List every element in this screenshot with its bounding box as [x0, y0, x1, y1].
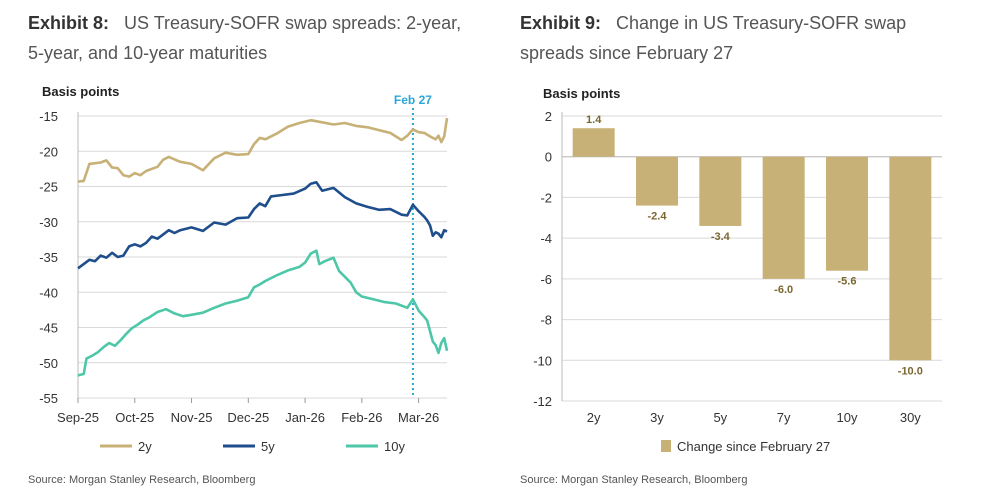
y-tick-label: -55	[39, 391, 58, 406]
series-line-5y	[77, 181, 448, 270]
y-tick-label: -10	[533, 353, 552, 368]
data-label-30y: -10.0	[898, 365, 923, 377]
series-line-10y	[77, 249, 449, 377]
exhibit8-label: Exhibit 8:	[28, 13, 110, 33]
x-tick-label: Feb-26	[341, 410, 382, 425]
x-tick-label: Mar-26	[398, 410, 439, 425]
x-tick-label: 30y	[900, 410, 921, 425]
x-tick-label: 10y	[837, 410, 858, 425]
bar-10y	[826, 156, 868, 271]
exhibit9-title-line1: Change in US Treasury-SOFR swap	[616, 13, 907, 33]
exhibit8-y-axis-title: Basis points	[42, 84, 120, 99]
y-tick-label: -40	[39, 285, 58, 300]
line-chart: -15 -20 -25 -30 -35 -40 -45 -50 -55 Sep-25 Oct-25 N…	[39, 93, 449, 454]
bar-30y	[889, 156, 932, 361]
x-tick-label: 2y	[587, 410, 601, 425]
exhibit8-title-line1: US Treasury-SOFR swap spreads: 2-year,	[124, 13, 462, 33]
bar-2y	[572, 128, 615, 157]
y-tick-label: -15	[39, 109, 58, 124]
legend-label-10y: 10y	[384, 439, 405, 454]
exhibit8-source: Source: Morgan Stanley Research, Bloombe…	[28, 474, 256, 486]
data-label-5y: -3.4	[711, 231, 731, 243]
bar-5y	[699, 156, 742, 226]
exhibit8-title: Exhibit 8: US Treasury-SOFR swap spreads…	[28, 8, 498, 68]
exhibit9-label: Exhibit 9:	[520, 13, 602, 33]
y-tick-label: -25	[39, 180, 58, 195]
exhibit9-title-line2: spreads since February 27	[520, 43, 734, 63]
x-tick-label: 3y	[650, 410, 664, 425]
y-tick-label: -8	[540, 313, 552, 328]
y-tick-label: -35	[39, 250, 58, 265]
legend-label-2y: 2y	[138, 439, 152, 454]
y-tick-label: -20	[39, 144, 58, 159]
data-label-2y: 1.4	[586, 114, 602, 126]
y-tick-label: -12	[533, 394, 552, 409]
x-tick-label: Oct-25	[115, 410, 154, 425]
y-tick-label: -2	[540, 190, 552, 205]
bar-3y	[636, 156, 678, 206]
y-tick-label: 0	[545, 150, 552, 165]
series-line-2y	[77, 117, 449, 183]
exhibit9-title: Exhibit 9: Change in US Treasury-SOFR sw…	[520, 8, 980, 68]
y-tick-label: -4	[540, 231, 552, 246]
y-tick-label: -30	[39, 215, 58, 230]
y-tick-label: -50	[39, 356, 58, 371]
bar-chart: 2 0 -2 -4 -6 -8 -10 -12 1.4 2y -2.4 3y -3.4 5y -6.0 7y -…	[533, 109, 942, 454]
exhibit9-y-axis-title: Basis points	[543, 86, 621, 101]
feb27-marker-label: Feb 27	[394, 93, 432, 107]
x-tick-label: Sep-25	[57, 410, 99, 425]
legend-swatch	[661, 440, 671, 452]
x-tick-label: Nov-25	[171, 410, 213, 425]
exhibit9-source: Source: Morgan Stanley Research, Bloombe…	[520, 474, 748, 486]
data-label-3y: -2.4	[648, 211, 668, 223]
x-tick-label: 5y	[713, 410, 727, 425]
bar-7y	[762, 156, 805, 279]
y-tick-label: 2	[545, 109, 552, 124]
x-tick-label: 7y	[777, 410, 791, 425]
y-tick-label: -45	[39, 321, 58, 336]
x-tick-label: Jan-26	[285, 410, 325, 425]
x-tick-label: Dec-25	[227, 410, 269, 425]
y-tick-label: -6	[540, 272, 552, 287]
data-label-10y: -5.6	[838, 276, 857, 288]
data-label-7y: -6.0	[774, 284, 793, 296]
exhibit8-title-line2: 5-year, and 10-year maturities	[28, 43, 268, 63]
legend-label: Change since February 27	[677, 439, 830, 454]
legend-label-5y: 5y	[261, 439, 275, 454]
